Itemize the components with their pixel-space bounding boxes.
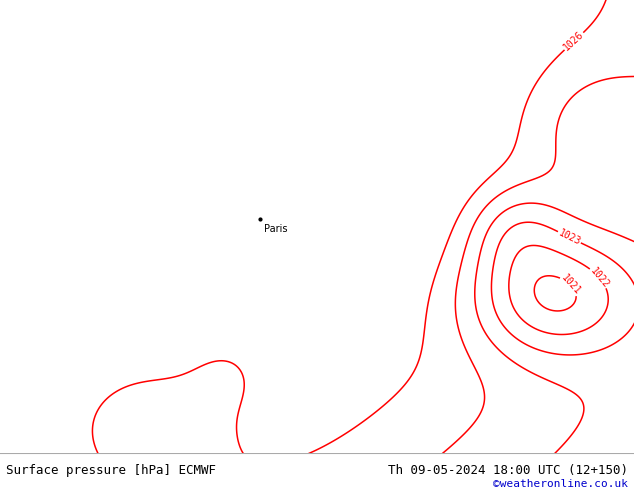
Text: Paris: Paris bbox=[264, 224, 288, 234]
Text: 1022: 1022 bbox=[588, 266, 611, 290]
Text: Surface pressure [hPa] ECMWF: Surface pressure [hPa] ECMWF bbox=[6, 465, 216, 477]
Text: 1023: 1023 bbox=[557, 228, 582, 247]
Text: 1021: 1021 bbox=[559, 273, 582, 297]
Text: ©weatheronline.co.uk: ©weatheronline.co.uk bbox=[493, 479, 628, 489]
Text: 1026: 1026 bbox=[562, 30, 586, 53]
Text: Th 09-05-2024 18:00 UTC (12+150): Th 09-05-2024 18:00 UTC (12+150) bbox=[387, 465, 628, 477]
